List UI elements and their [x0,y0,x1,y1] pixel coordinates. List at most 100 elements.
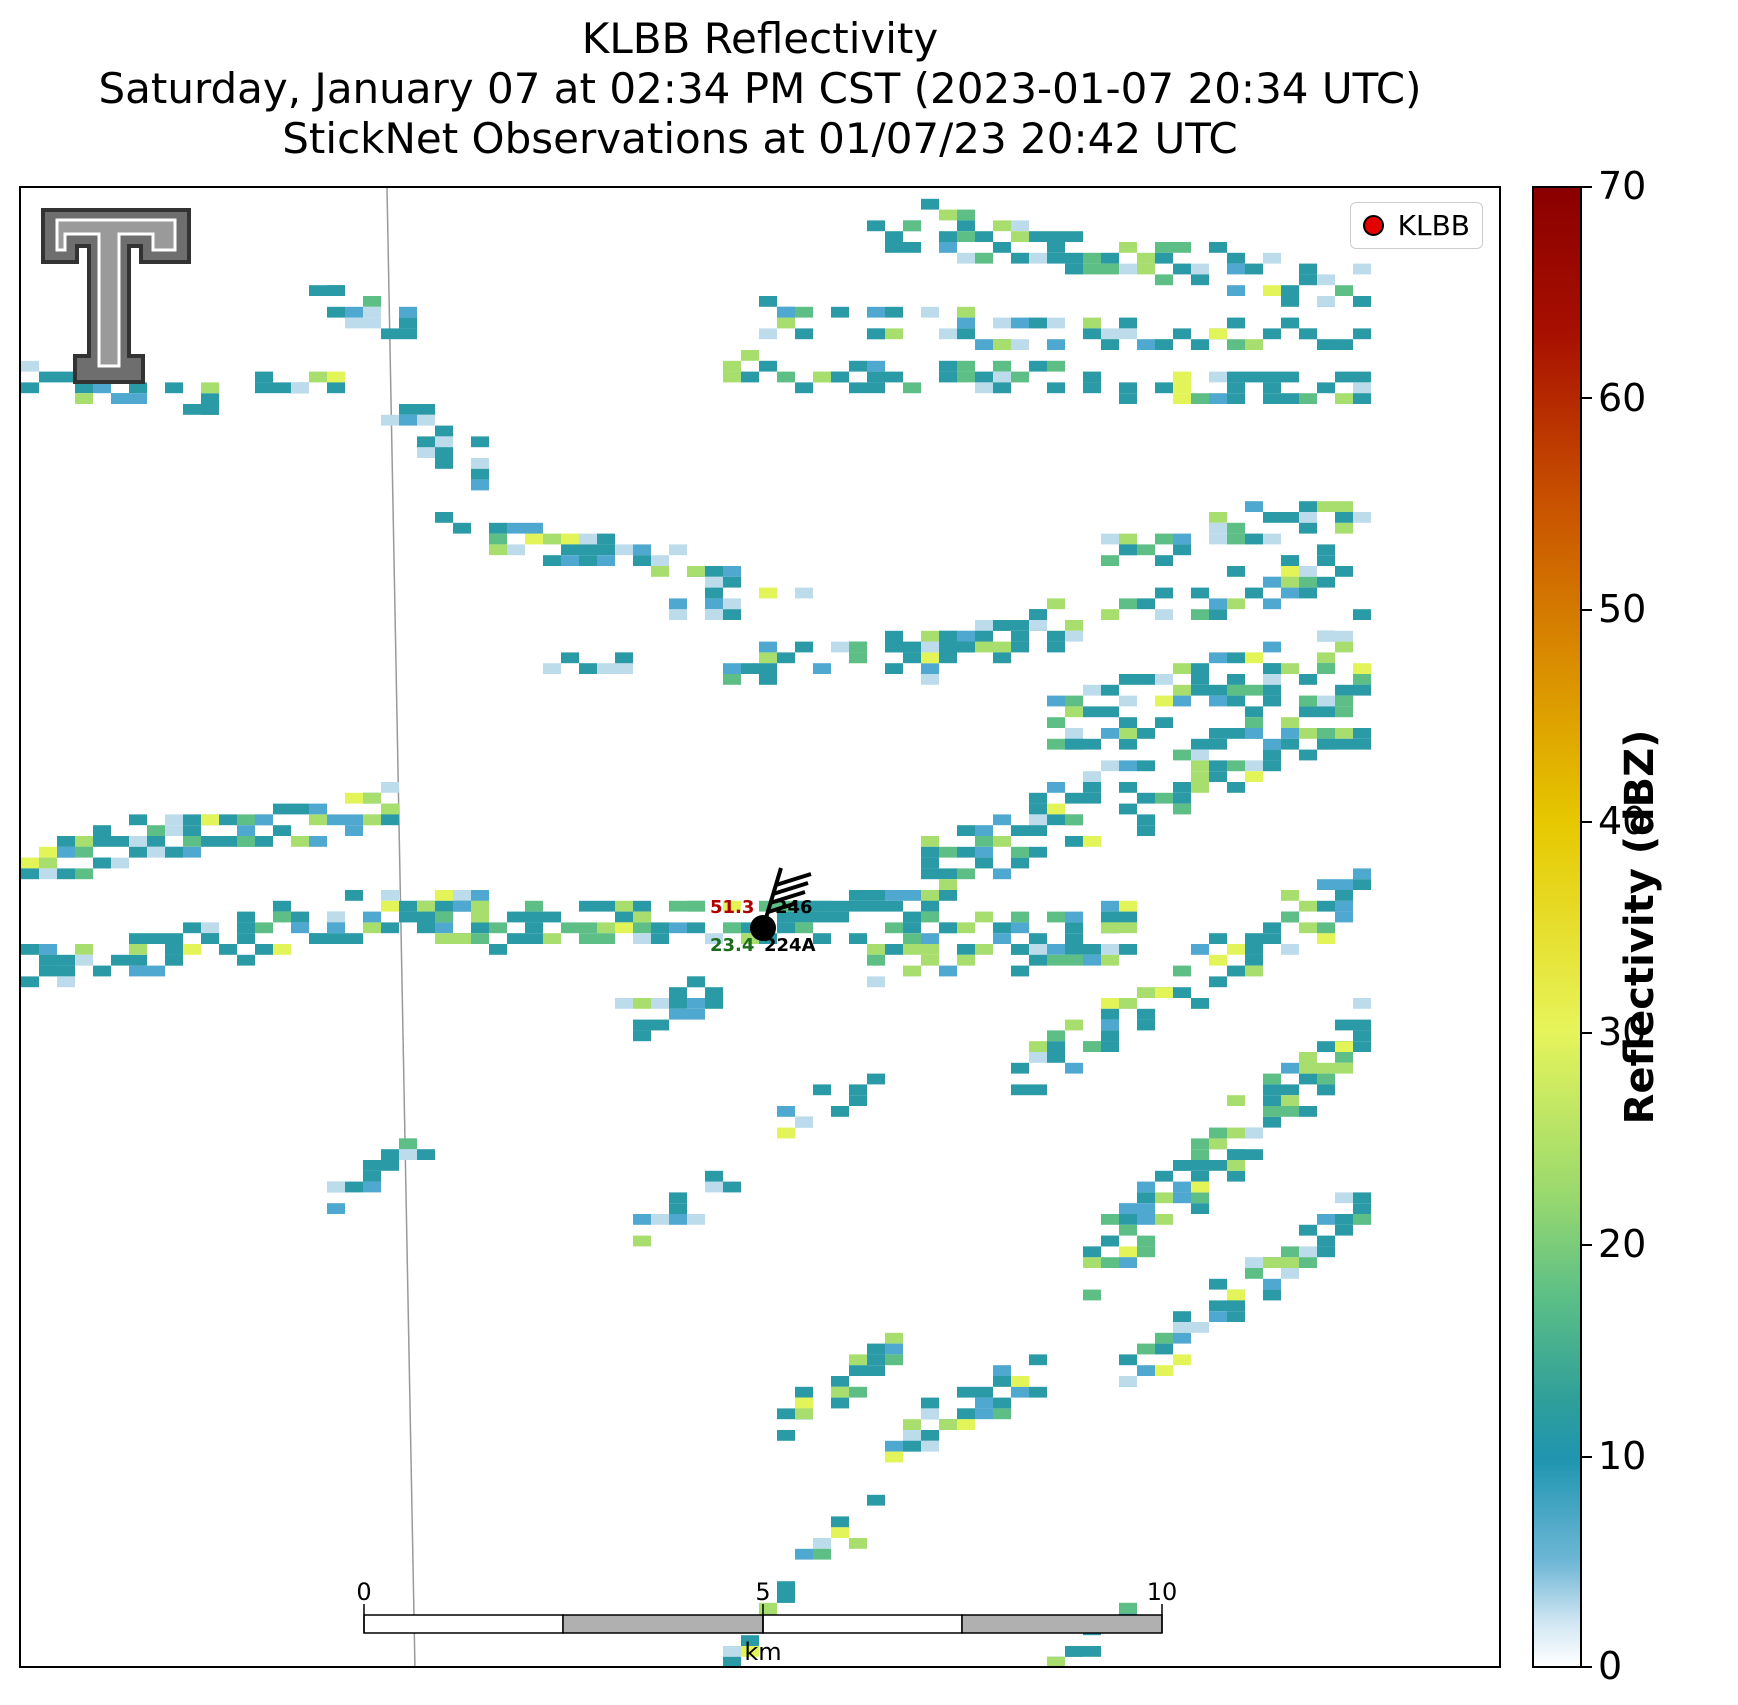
reflectivity-pixel [1155,792,1173,804]
reflectivity-pixel [1317,706,1335,718]
reflectivity-pixel [1029,846,1047,858]
reflectivity-pixel [1245,339,1263,350]
reflectivity-pixel [741,1646,759,1657]
reflectivity-pixel [309,803,327,815]
reflectivity-pixel [255,836,273,847]
stickent-station-marker[interactable] [750,867,812,941]
reflectivity-pixel [1299,522,1317,534]
reflectivity-pixel [1173,1354,1191,1366]
reflectivity-pixel [183,836,201,847]
reflectivity-pixel [435,512,453,523]
reflectivity-pixel [1155,252,1173,264]
reflectivity-pixel [1281,1084,1299,1096]
reflectivity-pixel [867,382,885,394]
reflectivity-pixel [1299,393,1317,404]
reflectivity-pixel [1191,1203,1209,1214]
radar-map[interactable]: KLBB 0 5 10 km 51.3 246 23.4 224A [19,186,1501,1668]
reflectivity-pixel [1335,1041,1353,1052]
reflectivity-pixel [1101,900,1119,912]
reflectivity-pixel [1047,695,1065,707]
reflectivity-pixel [1263,1084,1281,1096]
reflectivity-pixel [1119,728,1137,739]
reflectivity-pixel [1119,760,1137,772]
reflectivity-pixel [1299,328,1317,340]
reflectivity-pixel [759,1602,777,1614]
reflectivity-pixel [1119,544,1137,556]
reflectivity-pixel [1029,609,1047,620]
reflectivity-pixel [1047,252,1065,264]
reflectivity-pixel [1155,674,1173,685]
reflectivity-pixel [1083,782,1101,793]
reflectivity-pixel [849,890,867,901]
reflectivity-pixel [417,1149,435,1160]
reflectivity-pixel [1209,1278,1227,1290]
reflectivity-pixel [957,328,975,340]
reflectivity-pixel [1101,1008,1119,1020]
reflectivity-pixel [1047,1030,1065,1042]
reflectivity-pixel [1245,771,1263,782]
reflectivity-pixel [201,836,219,847]
reflectivity-pixel [399,900,417,912]
reflectivity-pixel [525,933,543,944]
reflectivity-pixel [1173,1322,1191,1333]
reflectivity-pixel [885,890,903,901]
reflectivity-pixel [723,371,741,383]
reflectivity-pixel [921,954,939,966]
reflectivity-pixel [525,533,543,545]
reflectivity-pixel [1335,1062,1353,1074]
reflectivity-pixel [1173,1160,1191,1171]
reflectivity-pixel [1191,771,1209,782]
reflectivity-pixel [1155,555,1173,566]
reflectivity-pixel [1317,695,1335,707]
reflectivity-pixel [939,846,957,858]
reflectivity-pixel [1011,1376,1029,1387]
scalebar-tick-label: 0 [356,1578,372,1606]
reflectivity-pixel [1119,998,1137,1009]
reflectivity-pixel [975,825,993,836]
reflectivity-pixel [183,846,201,858]
reflectivity-pixel [1281,296,1299,307]
reflectivity-pixel [1173,792,1191,804]
reflectivity-pixel [435,447,453,458]
reflectivity-pixel [777,1127,795,1139]
reflectivity-pixel [723,609,741,620]
reflectivity-pixel [1299,263,1317,275]
reflectivity-pixel [723,663,741,674]
reflectivity-pixel [129,846,147,858]
reflectivity-pixel [849,1365,867,1376]
chart-subtitle-time: Saturday, January 07 at 02:34 PM CST (20… [98,64,1422,113]
reflectivity-pixel [1137,339,1155,350]
reflectivity-pixel [1065,1019,1083,1031]
reflectivity-pixel [93,836,111,847]
reflectivity-pixel [993,242,1011,253]
reflectivity-pixel [957,231,975,242]
reflectivity-pixel [417,900,435,912]
reflectivity-pixel [183,825,201,836]
reflectivity-pixel [849,652,867,664]
reflectivity-pixel [1137,1008,1155,1020]
reflectivity-pixel [1173,242,1191,253]
reflectivity-pixel [1353,998,1371,1009]
reflectivity-pixel [1047,641,1065,653]
reflectivity-pixel [363,317,381,329]
reflectivity-pixel [993,836,1011,847]
reflectivity-pixel [237,954,255,966]
reflectivity-pixel [561,922,579,934]
reflectivity-pixel [1227,1170,1245,1182]
reflectivity-pixel [435,425,453,437]
reflectivity-pixel [1263,371,1281,383]
reflectivity-pixel [1191,1149,1209,1160]
reflectivity-pixel [1263,1289,1281,1301]
reflectivity-pixel [705,566,723,577]
reflectivity-pixel [1083,706,1101,718]
reflectivity-pixel [93,382,111,394]
reflectivity-pixel [1065,620,1083,631]
reflectivity-pixel [885,1343,903,1355]
reflectivity-pixel [903,242,921,253]
reflectivity-pixel [957,846,975,858]
reflectivity-pixel [147,933,165,944]
chart-title: KLBB Reflectivity [581,14,939,63]
reflectivity-pixel [1317,555,1335,566]
reflectivity-pixel [975,371,993,383]
reflectivity-pixel [993,933,1011,944]
